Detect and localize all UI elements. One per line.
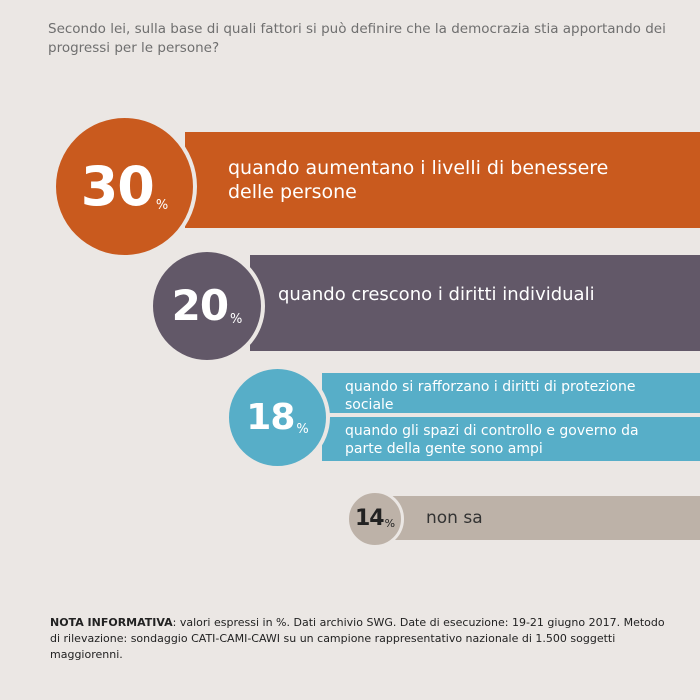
value-label-14: 14 — [354, 506, 385, 531]
category-label-diritti-individuali: quando crescono i diritti individuali — [278, 284, 595, 305]
value-circle-14: 14% — [346, 490, 404, 548]
value-circle-30: 30% — [52, 114, 197, 259]
footnote: NOTA INFORMATIVA: valori espressi in %. … — [50, 615, 670, 663]
value-label-18: 18 — [246, 396, 295, 438]
value-circle-18: 18% — [225, 365, 330, 470]
category-label-benessere: quando aumentano i livelli di benessere … — [228, 157, 609, 203]
bar-benessere — [185, 132, 700, 228]
percent-sign: % — [230, 312, 243, 327]
value-label-30: 30 — [80, 154, 155, 218]
category-label-non-sa: non sa — [426, 508, 483, 528]
percent-sign: % — [384, 517, 396, 530]
category-label-controllo-governo: quando gli spazi di controllo e governo … — [345, 423, 639, 457]
question-text: Secondo lei, sulla base di quali fattori… — [48, 21, 666, 56]
bar-non-sa — [390, 496, 700, 540]
bar-protezione-sociale — [322, 373, 700, 413]
bar-controllo-governo — [322, 417, 700, 461]
footnote-title: NOTA INFORMATIVA — [50, 616, 173, 629]
footnote-text: : valori espressi in %. Dati archivio SW… — [50, 616, 665, 661]
value-label-20: 20 — [171, 281, 229, 330]
percent-sign: % — [296, 422, 309, 437]
category-label-protezione-sociale: quando si rafforzano i diritti di protez… — [345, 379, 636, 413]
percent-sign: % — [155, 198, 169, 213]
value-circle-20: 20% — [149, 248, 265, 364]
bar-diritti-individuali — [250, 255, 700, 351]
